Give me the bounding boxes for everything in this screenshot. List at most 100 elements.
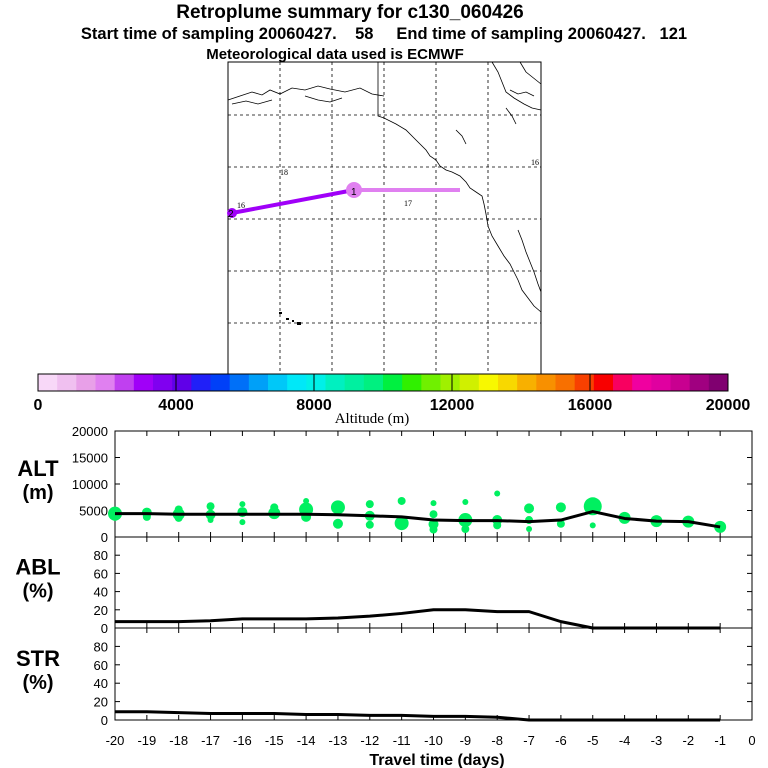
track-point-circle [227,208,237,218]
x-axis: -20 -19 -18 -17 -16 -15 -14 -13 -12 -11 -10 -9 -8 -7-… [106,733,756,748]
y-tick-label: 0 [101,530,108,545]
colorbar-cell [325,374,346,391]
altitude-blob [397,496,406,505]
sampling-time-line: Start time of sampling 20060427. 58 End … [80,25,688,43]
altitude-blob [462,499,469,506]
altitude-blob [556,519,565,528]
colorbar-tick-label: 0 [34,397,43,414]
colorbar-cell [555,374,576,391]
x-tick-label: -14 [297,733,316,748]
chart-title: Retroplume summary for c130_060426 [176,2,524,23]
colorbar-cell [76,374,96,391]
colorbar-cell [536,374,556,391]
colorbar-tick-label: 20000 [706,397,751,414]
colorbar-cell [498,374,518,391]
abl-panel: 0 20 40 60 80 ABL(%) [15,536,753,636]
colorbar-cell [114,374,135,391]
x-axis-title: Travel time (days) [369,752,504,768]
colorbar-cell [670,374,691,391]
track-point-label: 2 [228,209,234,220]
y-tick-label: 60 [94,566,108,581]
altitude-blob [239,501,246,508]
altitude-colorbar: 0 4000 8000 12000 16000 20000 Altitude (m) [34,373,751,427]
coastlines [227,61,542,313]
colorbar-cell [363,374,384,391]
altitude-blob [394,516,409,531]
map-track: 1 2 [227,182,460,220]
x-tick-label: -18 [169,733,188,748]
colorbar-cell [38,374,58,391]
altitude-blob [303,497,310,504]
y-tick-label: 80 [94,639,108,654]
map-number-label: 18 [280,168,288,177]
trajectory-map: 1 2 16 18 17 16 [227,61,542,375]
x-tick-label: -16 [233,733,252,748]
y-tick-label: 15000 [72,451,108,466]
altitude-blob [429,525,438,534]
x-tick-label: -15 [265,733,284,748]
y-axis-label: STR [16,646,60,671]
colorbar-cell [287,374,307,391]
map-number-label: 16 [531,158,539,167]
colorbar-cell [574,374,595,391]
x-tick-label: -2 [683,733,695,748]
altitude-blob [524,503,535,514]
str-panel: 0 20 40 60 80 STR(%) [16,627,753,728]
x-tick-label: -9 [460,733,472,748]
map-number-label: 17 [404,199,412,208]
altitude-blob [365,520,374,529]
altitude-blob [583,497,602,516]
altitude-blob [239,519,246,526]
y-tick-label: 20 [94,695,108,710]
y-axis-label: (%) [22,581,53,603]
panel-frame [114,536,753,629]
altitude-blob [206,502,215,511]
y-tick-label: 10000 [72,477,108,492]
map-number-label: 16 [237,201,245,210]
colorbar-tick-label: 4000 [158,397,194,414]
colorbar-cell [191,374,211,391]
colorbar-cell [344,374,365,391]
y-tick-label: 20000 [72,424,108,439]
altitude-blob [526,526,533,533]
series-line [115,608,721,630]
x-tick-label: -6 [555,733,567,748]
y-axis-label: (%) [22,672,53,694]
series-line [115,510,721,529]
x-tick-label: -8 [491,733,503,748]
colorbar-cell [133,374,154,391]
colorbar-ticks: 0 4000 8000 12000 16000 20000 [34,374,751,414]
map-frame [227,61,542,375]
altitude-blob [555,502,566,513]
colorbar-cell [153,374,173,391]
altitude-blob [429,510,438,519]
colorbar-cell [421,374,441,391]
altitude-blob [330,500,345,515]
y-tick-label: 40 [94,676,108,691]
colorbar-tick-label: 16000 [568,397,613,414]
colorbar-cell [689,374,710,391]
colorbar-cell [593,374,614,391]
altitude-blob [207,517,214,524]
track-point-label: 1 [351,187,357,198]
y-tick-label: 60 [94,658,108,673]
y-tick-label: 5000 [79,504,108,519]
y-axis-label: ALT [17,456,59,481]
panel-frame [114,627,753,721]
y-tick-label: 20 [94,603,108,618]
colorbar-cells [38,374,729,391]
colorbar-cell [383,374,403,391]
colorbar-cell [229,374,250,391]
x-tick-label: -17 [201,733,220,748]
colorbar-cell [268,374,288,391]
colorbar-cell [632,374,652,391]
x-tick-label: -1 [714,733,726,748]
track-point-circle [346,182,362,198]
altitude-blob [493,521,502,530]
hawaii-islands [279,312,301,325]
colorbar-cell [613,374,633,391]
colorbar-cell [517,374,537,391]
colorbar-cell [708,374,729,391]
